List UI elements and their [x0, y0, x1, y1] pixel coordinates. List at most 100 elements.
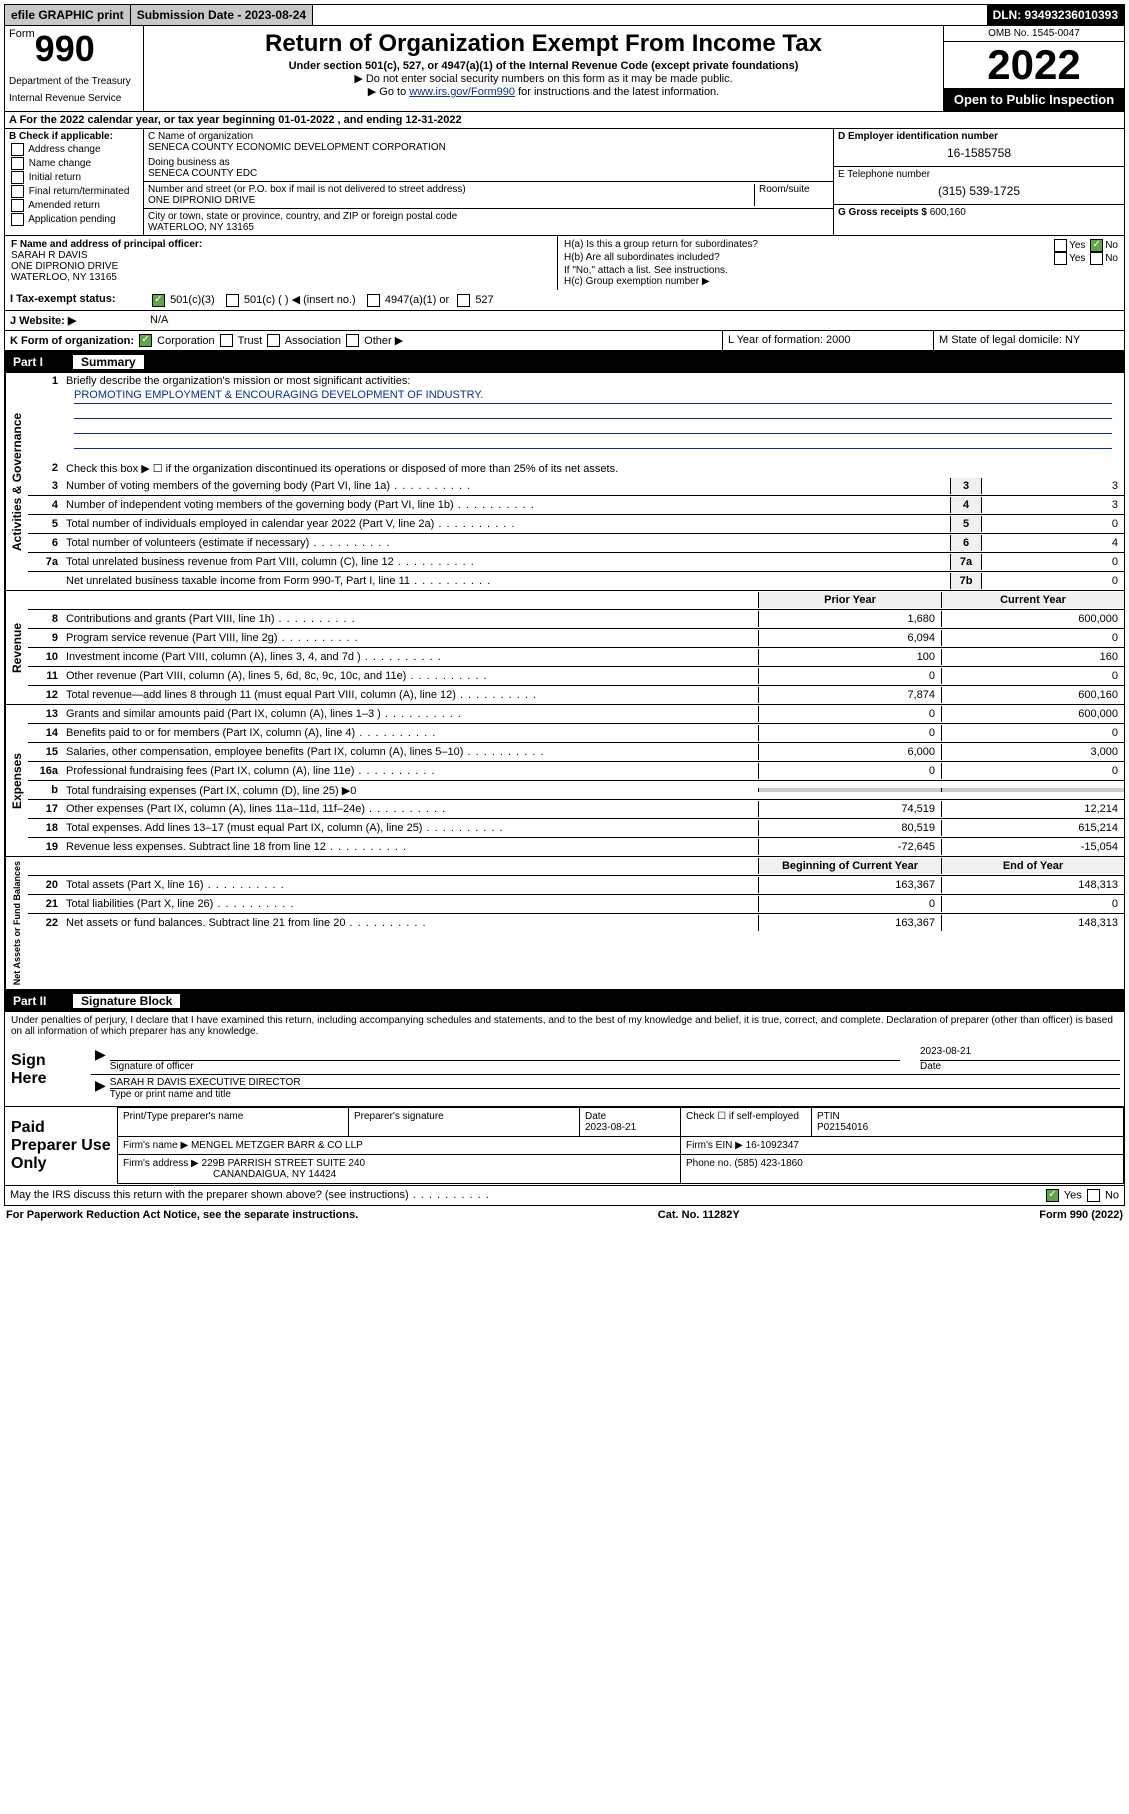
- exp-line-18: 18 Total expenses. Add lines 13–17 (must…: [28, 819, 1124, 838]
- cb-name-change[interactable]: Name change: [9, 157, 139, 170]
- exp-line-13: 13 Grants and similar amounts paid (Part…: [28, 705, 1124, 724]
- prep-date: 2023-08-21: [585, 1122, 636, 1133]
- cat-num: Cat. No. 11282Y: [658, 1209, 740, 1221]
- discuss-no[interactable]: [1087, 1189, 1100, 1202]
- rev-line-8: 8 Contributions and grants (Part VIII, l…: [28, 610, 1124, 629]
- row-k: K Form of organization: ✓ Corporation Tr…: [4, 331, 1125, 352]
- cb-501c3[interactable]: ✓: [152, 294, 165, 307]
- cb-other[interactable]: [346, 334, 359, 347]
- header-right: OMB No. 1545-0047 2022 Open to Public In…: [944, 26, 1124, 111]
- hc-label: H(c) Group exemption number ▶: [564, 276, 1118, 287]
- gov-line-3: 3 Number of voting members of the govern…: [28, 477, 1124, 496]
- gov-line-7a: 7a Total unrelated business revenue from…: [28, 553, 1124, 572]
- city-label: City or town, state or province, country…: [148, 211, 829, 222]
- f-addr2: WATERLOO, NY 13165: [11, 272, 551, 283]
- firm-addr2: CANANDAIGUA, NY 14424: [213, 1169, 336, 1180]
- net-line-20: 20 Total assets (Part X, line 16) 163,36…: [28, 876, 1124, 895]
- addr-cell: Number and street (or P.O. box if mail i…: [144, 182, 833, 209]
- form-prefix: Form: [9, 28, 35, 40]
- mission-blank3: [74, 434, 1112, 449]
- org-name-cell: C Name of organization SENECA COUNTY ECO…: [144, 129, 833, 182]
- cb-trust[interactable]: [220, 334, 233, 347]
- tax-year-line: A For the 2022 calendar year, or tax yea…: [4, 112, 1125, 129]
- cb-corp[interactable]: ✓: [139, 334, 152, 347]
- col-curr: Current Year: [941, 592, 1124, 608]
- q2-num: 2: [28, 460, 62, 476]
- mission-text: PROMOTING EMPLOYMENT & ENCOURAGING DEVEL…: [74, 389, 1112, 404]
- city: WATERLOO, NY 13165: [148, 222, 829, 233]
- hb-yes[interactable]: [1054, 252, 1067, 265]
- net-line-21: 21 Total liabilities (Part X, line 26) 0…: [28, 895, 1124, 914]
- check-self[interactable]: Check ☐ if self-employed: [681, 1108, 812, 1137]
- q2-text: Check this box ▶ ☐ if the organization d…: [62, 460, 1124, 477]
- firm-phone: (585) 423-1860: [734, 1158, 802, 1169]
- ein-cell: D Employer identification number 16-1585…: [834, 129, 1124, 167]
- rev-header-row: Prior Year Current Year: [28, 591, 1124, 610]
- firm-name: MENGEL METZGER BARR & CO LLP: [191, 1140, 363, 1151]
- net-header-row: Beginning of Current Year End of Year: [28, 857, 1124, 876]
- col-b: B Check if applicable: Address change Na…: [5, 129, 144, 235]
- f-addr1: ONE DIPRONIO DRIVE: [11, 261, 551, 272]
- part1-header: Part I Summary: [4, 351, 1125, 373]
- cb-4947[interactable]: [367, 294, 380, 307]
- e-label: E Telephone number: [838, 169, 1120, 180]
- omb-number: OMB No. 1545-0047: [944, 26, 1124, 42]
- exp-line-b: b Total fundraising expenses (Part IX, c…: [28, 781, 1124, 800]
- cb-amended[interactable]: Amended return: [9, 199, 139, 212]
- h-cell: H(a) Is this a group return for subordin…: [558, 236, 1124, 290]
- dept-label: Department of the Treasury: [9, 76, 139, 87]
- ha-yes[interactable]: [1054, 239, 1067, 252]
- cb-app-pending[interactable]: Application pending: [9, 213, 139, 226]
- pra-notice: For Paperwork Reduction Act Notice, see …: [6, 1209, 358, 1221]
- row-i: I Tax-exempt status: ✓ 501(c)(3) 501(c) …: [4, 290, 1125, 311]
- cb-501c[interactable]: [226, 294, 239, 307]
- revenue-section: Revenue Prior Year Current Year 8 Contri…: [4, 591, 1125, 705]
- net-line-22: 22 Net assets or fund balances. Subtract…: [28, 914, 1124, 932]
- irs-link[interactable]: www.irs.gov/Form990: [409, 86, 515, 98]
- exp-line-15: 15 Salaries, other compensation, employe…: [28, 743, 1124, 762]
- arrow-icon: ▶: [95, 1046, 106, 1072]
- b-label: B Check if applicable:: [9, 131, 139, 142]
- part1-title: Summary: [73, 355, 144, 369]
- hb-no[interactable]: [1090, 252, 1103, 265]
- h-note: If "No," attach a list. See instructions…: [564, 265, 1118, 276]
- irs-label: Internal Revenue Service: [9, 93, 139, 104]
- cb-address-change[interactable]: Address change: [9, 143, 139, 156]
- q1-num: 1: [28, 373, 62, 389]
- room-label: Room/suite: [755, 184, 829, 206]
- cb-assoc[interactable]: [267, 334, 280, 347]
- cb-527[interactable]: [457, 294, 470, 307]
- g-label: G Gross receipts $: [838, 207, 927, 218]
- col-c: C Name of organization SENECA COUNTY ECO…: [144, 129, 834, 235]
- gross-value: 600,160: [930, 207, 966, 218]
- top-bar: efile GRAPHIC print Submission Date - 20…: [4, 4, 1125, 26]
- form-number: 990: [35, 28, 95, 69]
- part1-num: Part I: [13, 355, 73, 369]
- cb-initial-return[interactable]: Initial return: [9, 171, 139, 184]
- firm-addr1: 229B PARRISH STREET SUITE 240: [202, 1158, 366, 1169]
- may-discuss-row: May the IRS discuss this return with the…: [4, 1186, 1125, 1206]
- prep-sig-label: Preparer's signature: [349, 1108, 580, 1137]
- hint-link-line: ▶ Go to www.irs.gov/Form990 for instruct…: [150, 85, 937, 98]
- firm-ein: 16-1092347: [746, 1140, 799, 1151]
- col-begin: Beginning of Current Year: [758, 858, 941, 874]
- submission-date-button[interactable]: Submission Date - 2023-08-24: [131, 5, 313, 25]
- c-name: SENECA COUNTY ECONOMIC DEVELOPMENT CORPO…: [148, 142, 829, 153]
- paid-preparer-label: Paid Preparer Use Only: [5, 1107, 117, 1185]
- tab-governance: Activities & Governance: [5, 373, 28, 590]
- gov-line-5: 5 Total number of individuals employed i…: [28, 515, 1124, 534]
- part2-num: Part II: [13, 994, 73, 1008]
- rev-line-10: 10 Investment income (Part VIII, column …: [28, 648, 1124, 667]
- ha-no[interactable]: ✓: [1090, 239, 1103, 252]
- mission-blank1: [74, 404, 1112, 419]
- form-header: Form990 Department of the Treasury Inter…: [4, 26, 1125, 112]
- discuss-yes[interactable]: ✓: [1046, 1189, 1059, 1202]
- sign-block: Sign Here ▶ Signature of officer 2023-08…: [4, 1040, 1125, 1107]
- cb-final-return[interactable]: Final return/terminated: [9, 185, 139, 198]
- date-label: Date: [920, 1061, 1120, 1072]
- rev-line-11: 11 Other revenue (Part VIII, column (A),…: [28, 667, 1124, 686]
- phone-value: (315) 539-1725: [838, 180, 1120, 202]
- may-discuss-text: May the IRS discuss this return with the…: [10, 1189, 409, 1201]
- tax-year-big: 2022: [944, 42, 1124, 88]
- efile-print-button[interactable]: efile GRAPHIC print: [5, 5, 131, 25]
